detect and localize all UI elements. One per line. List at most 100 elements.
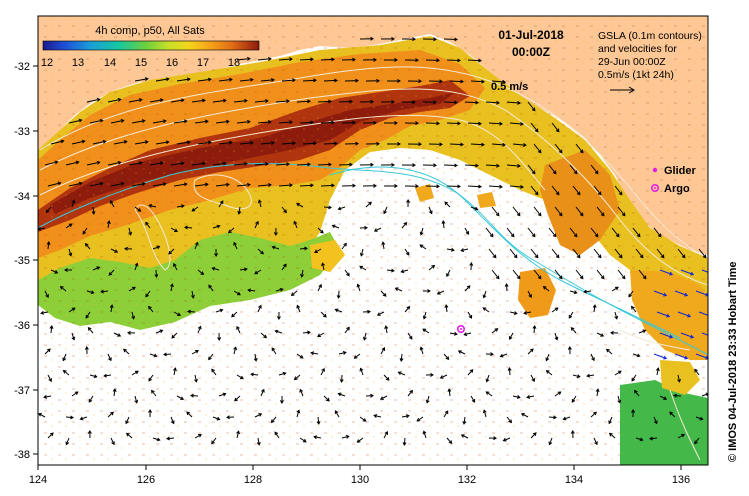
velocity-arrow [440, 374, 448, 379]
velocity-arrow [278, 372, 286, 376]
velocity-arrow-head [592, 304, 597, 309]
velocity-arrow [423, 431, 427, 439]
velocity-arrow-head [573, 233, 578, 238]
velocity-arrow-head [482, 294, 487, 299]
velocity-arrow-head [283, 209, 287, 214]
velocity-arrow-head [236, 430, 240, 435]
velocity-arrow [71, 391, 79, 397]
velocity-arrow-head [359, 265, 363, 270]
velocity-arrow-head [406, 305, 411, 310]
velocity-arrow-head [138, 161, 143, 165]
velocity-arrow-head [243, 98, 248, 103]
velocity-arrow-head [319, 229, 324, 234]
velocity-arrow [68, 248, 72, 256]
velocity-arrow-head [62, 357, 67, 362]
velocity-arrow-head [65, 441, 70, 446]
velocity-arrow [215, 183, 229, 187]
velocity-arrow [554, 391, 561, 397]
velocity-arrow-head [112, 388, 117, 393]
velocity-arrow [446, 248, 454, 251]
velocity-arrow-head [422, 328, 427, 333]
velocity-arrow [197, 141, 211, 145]
velocity-arrow-head [310, 120, 314, 125]
velocity-arrow [92, 206, 95, 215]
velocity-arrow-head [523, 310, 528, 315]
velocity-arrow-head [478, 58, 482, 63]
velocity-arrow [401, 415, 409, 418]
velocity-arrow [698, 248, 707, 258]
velocity-arrow-head [570, 430, 575, 434]
colorbar-tick: 17 [197, 57, 209, 69]
velocity-arrow [260, 142, 274, 145]
velocity-arrow [563, 416, 571, 420]
velocity-arrow-head [614, 315, 619, 320]
velocity-arrow [491, 328, 498, 334]
velocity-arrow [299, 389, 304, 397]
velocity-arrow [323, 142, 338, 145]
velocity-arrow [89, 182, 103, 187]
velocity-arrow-head [439, 375, 444, 379]
velocity-arrow-head [96, 160, 101, 165]
scale-arrow-head [628, 86, 635, 94]
velocity-arrow-head [173, 262, 177, 267]
velocity-arrow-head [138, 98, 143, 102]
argo-marker [456, 324, 465, 333]
velocity-arrow-head [636, 233, 641, 238]
velocity-arrow [323, 206, 332, 209]
velocity-arrow-head [145, 293, 149, 298]
velocity-arrow [464, 227, 469, 235]
colorbar-tick: 14 [104, 57, 116, 69]
velocity-arrow [176, 205, 184, 208]
velocity-arrow-head [555, 128, 560, 133]
velocity-arrow [512, 206, 521, 216]
velocity-arrow-head [148, 377, 152, 382]
velocity-arrow [653, 227, 662, 237]
velocity-arrow [530, 432, 537, 439]
velocity-arrow [233, 347, 237, 355]
velocity-arrow [47, 182, 61, 187]
velocity-arrow [173, 263, 178, 271]
velocity-arrow [113, 332, 121, 337]
velocity-arrow-head [531, 378, 535, 383]
velocity-arrow-head [148, 204, 153, 208]
velocity-arrow [521, 413, 529, 418]
velocity-arrow [554, 269, 563, 279]
velocity-arrow-head [45, 294, 49, 299]
gsla-note-line-3: 29-Jun 00:00Z [598, 56, 666, 68]
velocity-arrow-head [446, 273, 450, 278]
velocity-arrow [467, 185, 482, 188]
velocity-arrow [311, 352, 319, 355]
velocity-arrow [443, 353, 449, 360]
velocity-arrow-head [293, 220, 298, 225]
velocity-arrow-head [236, 325, 240, 330]
velocity-arrow-head [654, 420, 658, 425]
velocity-arrow-head [273, 232, 278, 236]
sst-patch-mid [518, 268, 556, 318]
velocity-arrow [152, 120, 166, 124]
velocity-arrow-head [618, 191, 623, 196]
velocity-arrow-head [493, 436, 497, 441]
velocity-arrow [184, 226, 193, 229]
velocity-arrow [467, 311, 472, 319]
velocity-arrow-head [639, 437, 644, 442]
velocity-arrow [314, 436, 322, 439]
velocity-arrow-head [207, 140, 212, 145]
velocity-arrow-head [362, 336, 367, 341]
velocity-arrow [194, 242, 199, 250]
velocity-arrow [38, 413, 46, 418]
velocity-arrow-head [234, 397, 238, 402]
velocity-arrow-head [292, 141, 296, 146]
velocity-arrow [68, 307, 76, 313]
velocity-arrow-head [681, 254, 686, 259]
velocity-arrow [299, 437, 307, 443]
velocity-arrow-head [576, 191, 581, 196]
velocity-arrow-head [522, 142, 527, 147]
velocity-arrow-head [208, 356, 212, 361]
velocity-arrow-head [406, 199, 411, 203]
velocity-arrow [149, 99, 163, 103]
velocity-arrow [152, 183, 166, 187]
velocity-arrow-head [316, 420, 321, 425]
velocity-arrows [38, 36, 708, 446]
velocity-arrow-head [558, 212, 563, 217]
velocity-arrow [173, 368, 176, 376]
